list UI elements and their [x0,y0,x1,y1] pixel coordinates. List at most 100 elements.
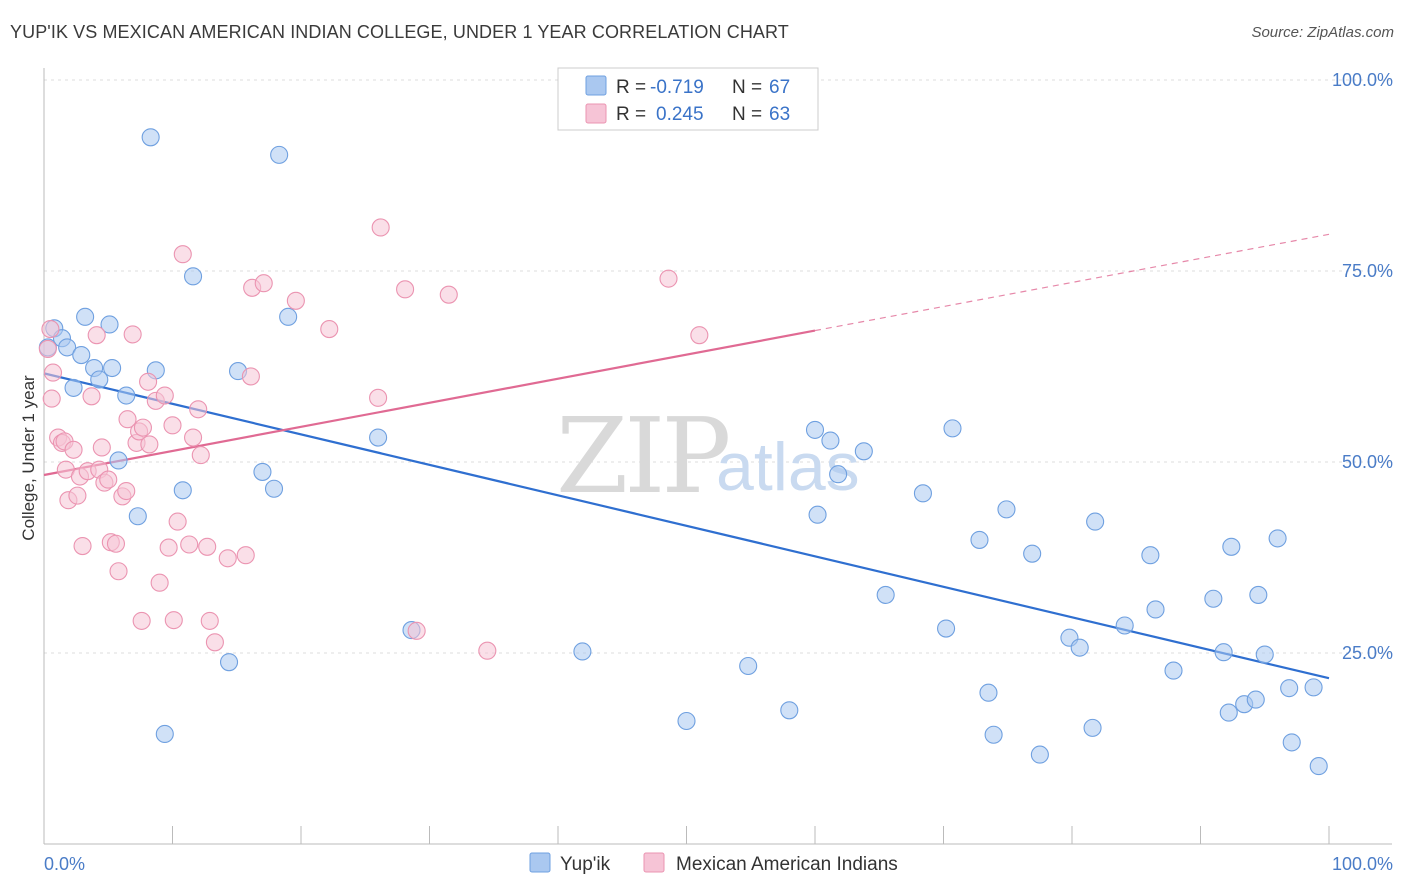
scatter-point [184,267,203,286]
scatter-point [264,479,284,498]
series-yupik [38,128,1328,776]
scatter-point [189,400,208,419]
scatter-point [141,128,160,147]
scatter-point [1249,585,1268,604]
scatter-point [118,410,137,429]
scatter-point [320,320,339,339]
x-tick-label: 0.0% [44,854,85,874]
trend-line-mexican [43,329,816,477]
scatter-point [38,339,57,358]
scatter-point [139,372,158,391]
scatter-point [659,269,678,288]
scatter-point [286,291,305,310]
scatter-point [109,451,128,470]
scatter-point [478,641,497,660]
scatter-point [173,245,192,264]
series-mexican-american-indians [38,218,709,660]
scatter-point [155,724,174,744]
scatter-point [168,512,187,531]
scatter-point [198,537,217,556]
x-tick-labels: 0.0% 100.0% [44,854,1393,874]
scatter-point [997,500,1016,519]
scatter-point [254,274,273,293]
scatter-point [1083,718,1102,737]
scatter-point [1164,661,1183,680]
scatter-point [1141,546,1160,565]
scatter-point [184,428,203,447]
legend-n-value: 67 [769,77,790,98]
scatter-point [92,438,111,457]
bottom-legend-swatch-yupik [529,852,551,873]
scatter-point [241,367,260,386]
scatter-point [58,338,77,357]
scatter-point [64,440,83,459]
scatter-point [279,307,298,326]
scatter-point [43,363,63,382]
bottom-legend: Yup'ik Mexican American Indians [529,852,898,875]
scatter-point [90,370,109,389]
scatter-point [41,320,60,339]
scatter-point [1268,529,1287,548]
scatter-point [73,536,92,556]
scatter-point [200,611,219,630]
scatter-point [191,446,210,465]
watermark: ZIP atlas [556,395,860,517]
scatter-point [1214,643,1233,662]
scatter-point [1246,690,1265,709]
legend-n-label: N = [732,77,762,98]
legend-swatch-yupik [585,75,607,96]
scatter-point [164,611,183,630]
y-tick-label: 50.0% [1342,452,1393,472]
trend-line-extension [814,233,1330,332]
scatter-point [87,326,106,345]
scatter-point [1255,645,1274,664]
scatter-point [1280,679,1299,698]
scatter-point [805,420,825,439]
scatter-point [396,280,415,299]
legend-r-label: R = [616,77,646,98]
scatter-point [106,534,126,553]
scatter-point [218,549,237,568]
scatter-point [984,725,1003,744]
scatter-point [109,562,128,581]
y-tick-label: 75.0% [1342,261,1393,281]
scatter-point [739,656,758,676]
scatter-point [236,546,255,565]
scatter-point [829,465,848,484]
scatter-point [150,573,169,592]
bottom-legend-yupik: Yup'ik [560,854,611,875]
scatter-point [1023,544,1042,563]
scatter-point [140,435,159,454]
scatter-point [72,345,91,365]
trend-lines [43,233,1330,680]
bottom-legend-mexican: Mexican American Indians [676,854,898,875]
scatter-point [155,386,174,405]
scatter-point [1204,589,1223,608]
scatter-point [270,145,289,164]
scatter-point [64,378,83,397]
scatter-point [117,386,136,405]
x-tick-label: 100.0% [1332,854,1393,874]
data-points [38,128,1328,776]
scatter-point [1086,512,1105,531]
scatter-point [253,462,272,481]
scatter-point [205,633,224,652]
scatter-point [970,530,989,549]
scatter-point [407,621,426,640]
scatter-point [439,285,458,304]
scatter-point [100,315,119,334]
scatter-point [1282,733,1301,752]
scatter-point [821,431,840,450]
legend-box: R = -0.719 N = 67 R = 0.245 N = 63 [557,67,819,131]
scatter-point [943,419,962,438]
bottom-legend-swatch-mexican [643,852,665,873]
scatter-point [42,389,61,408]
grid-lines [44,79,1392,654]
scatter-point [1115,616,1134,635]
scatter-point [76,307,95,326]
scatter-point [854,442,873,461]
scatter-point [117,481,136,501]
y-tick-label: 25.0% [1342,643,1393,663]
scatter-point [369,388,388,407]
scatter-point [159,538,178,557]
